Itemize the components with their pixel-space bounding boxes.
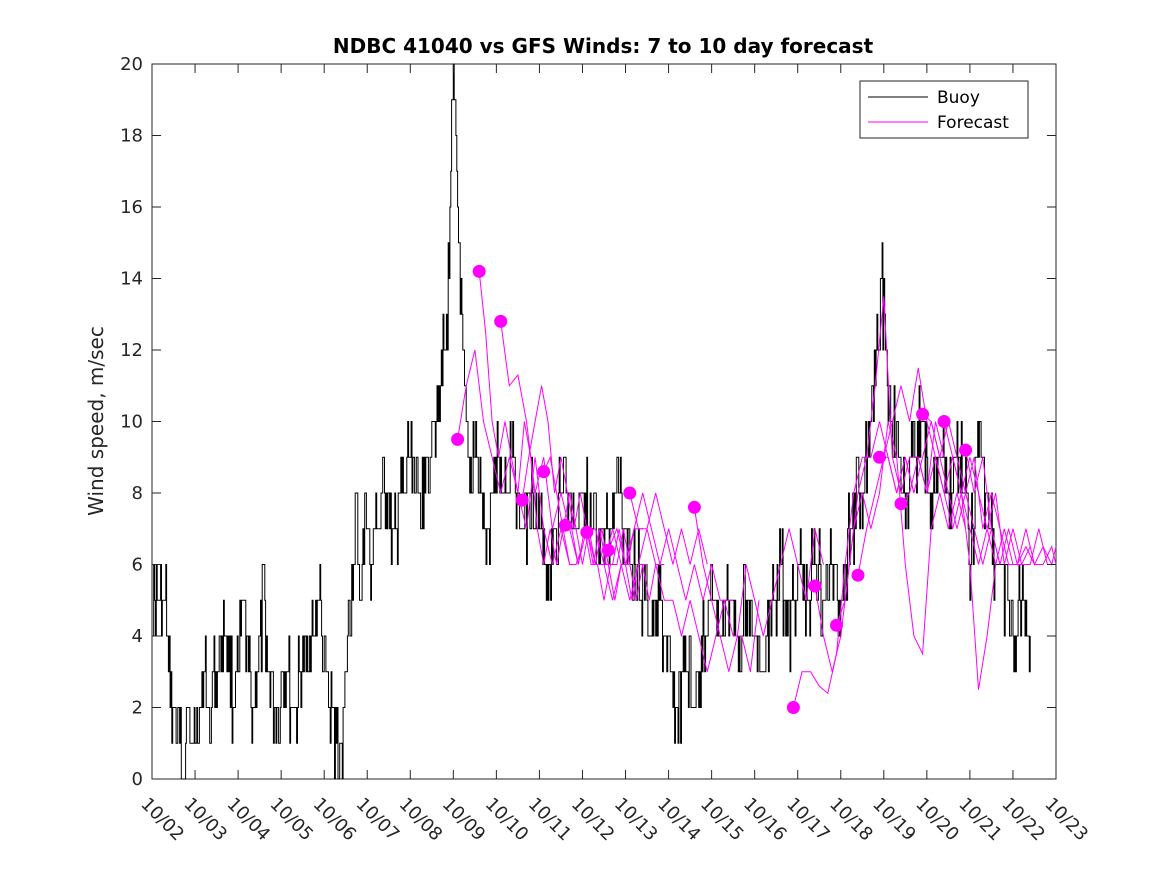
forecast-start-point xyxy=(851,568,865,582)
chart-title: NDBC 41040 vs GFS Winds: 7 to 10 day for… xyxy=(333,34,874,58)
forecast-start-point xyxy=(580,525,594,539)
forecast-line xyxy=(836,421,967,656)
legend-box xyxy=(859,80,1029,139)
y-tick-label: 8 xyxy=(132,483,143,504)
forecast-start-point xyxy=(537,465,551,479)
legend-forecast-label: Forecast xyxy=(937,113,1009,133)
forecast-start-point xyxy=(894,497,908,511)
y-tick-label: 0 xyxy=(132,769,143,790)
buoy-line xyxy=(152,63,1031,780)
forecast-line xyxy=(693,507,824,672)
y-tick-label: 14 xyxy=(120,269,143,290)
y-axis-label: Wind speed, m/sec xyxy=(84,326,108,516)
legend-buoy-label: Buoy xyxy=(937,88,980,108)
forecast-line xyxy=(965,450,1057,566)
forecast-start-point xyxy=(830,618,843,632)
forecast-start-point xyxy=(558,518,572,532)
y-tick-label: 10 xyxy=(120,412,143,433)
forecast-start-point xyxy=(916,407,930,421)
forecast-start-point xyxy=(515,493,529,507)
forecast-start-point xyxy=(623,486,637,500)
forecast-line xyxy=(565,524,665,601)
y-tick-label: 4 xyxy=(132,626,143,647)
forecast-start-point xyxy=(472,264,486,278)
forecast-start-point xyxy=(494,314,508,328)
forecast-line xyxy=(607,492,734,601)
forecast-line xyxy=(500,321,622,565)
y-tick-label: 2 xyxy=(132,698,143,719)
forecast-line xyxy=(543,455,643,601)
forecast-series-layer xyxy=(451,264,1057,714)
forecast-start-point xyxy=(808,579,822,593)
y-tick-label: 6 xyxy=(132,555,143,576)
forecast-start-point xyxy=(601,543,615,557)
y-axis-ticks: 0 2 4 6 8 10 12 14 16 18 20 xyxy=(120,54,1056,790)
forecast-start-point xyxy=(959,443,973,457)
forecast-start-point xyxy=(873,450,886,464)
buoy-series-layer xyxy=(152,63,1031,780)
legend: Buoy Forecast xyxy=(859,80,1029,139)
forecast-start-point xyxy=(451,432,465,446)
forecast-start-point xyxy=(687,500,701,514)
forecast-line xyxy=(457,349,571,565)
forecast-start-point xyxy=(786,701,800,714)
y-tick-label: 20 xyxy=(120,54,143,75)
y-tick-label: 12 xyxy=(120,340,143,361)
y-tick-label: 16 xyxy=(120,197,143,218)
y-tick-label: 18 xyxy=(120,126,143,147)
forecast-start-point xyxy=(937,415,951,428)
forecast-line xyxy=(943,421,1056,565)
forecast-line xyxy=(922,413,1057,566)
forecast-line xyxy=(857,367,997,690)
